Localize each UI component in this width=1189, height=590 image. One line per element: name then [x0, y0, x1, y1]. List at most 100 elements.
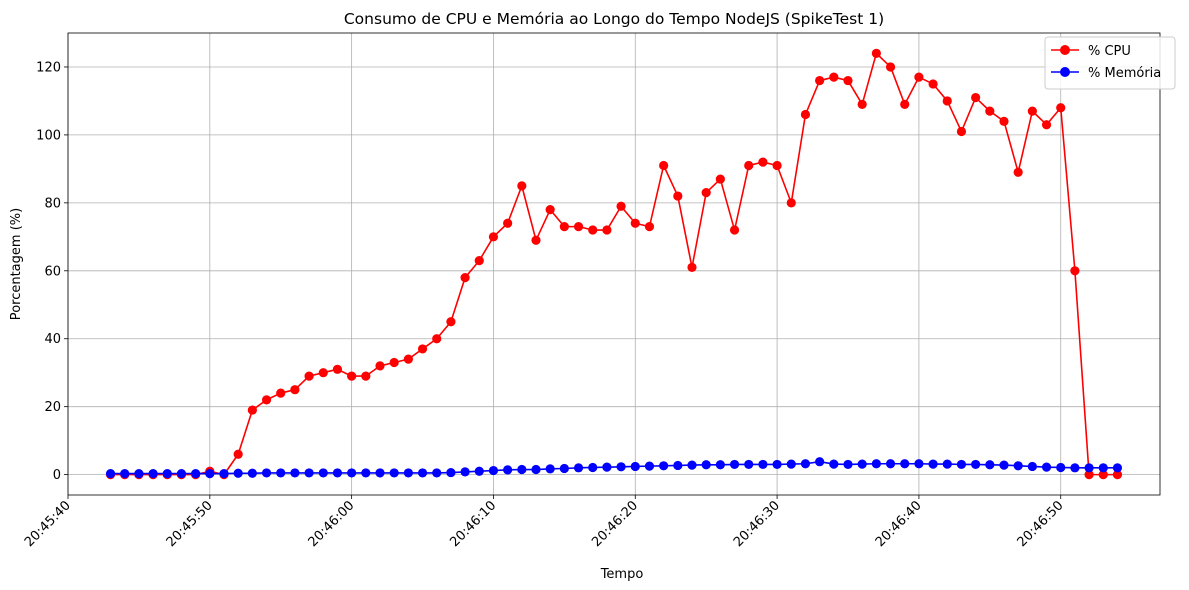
data-point-cpu — [715, 174, 725, 184]
data-point-memory — [1041, 462, 1052, 472]
data-point-memory — [971, 459, 981, 470]
data-point-memory — [942, 459, 952, 469]
data-point-cpu — [630, 218, 640, 228]
data-point-memory — [786, 459, 796, 469]
y-axis-label: Porcentagem (%) — [9, 208, 24, 320]
data-point-memory — [559, 463, 569, 474]
data-point-memory — [928, 459, 938, 469]
data-point-cpu — [361, 371, 371, 381]
data-point-memory — [630, 461, 640, 472]
data-point-memory — [1084, 463, 1094, 473]
data-point-memory — [1056, 462, 1066, 473]
series-memory — [105, 457, 1123, 479]
data-point-cpu — [1041, 120, 1052, 130]
data-point-memory — [815, 457, 825, 467]
data-point-memory — [474, 466, 484, 476]
data-point-cpu — [772, 160, 782, 171]
data-point-cpu — [403, 354, 413, 364]
data-point-memory — [247, 468, 257, 478]
legend: % CPU % Memória — [1044, 36, 1176, 90]
data-point-memory — [148, 469, 158, 479]
y-tick-label: 20 — [44, 400, 61, 415]
data-point-cpu — [531, 235, 541, 245]
y-tick-label: 60 — [44, 264, 61, 279]
data-point-memory — [460, 467, 470, 477]
data-point-memory — [1027, 461, 1037, 472]
data-point-memory — [233, 468, 243, 478]
data-point-cpu — [928, 79, 938, 89]
data-point-memory — [403, 468, 413, 478]
data-point-cpu — [318, 368, 328, 378]
data-point-memory — [744, 459, 754, 470]
data-point-cpu — [871, 48, 881, 58]
data-point-cpu — [744, 160, 754, 171]
data-point-memory — [701, 460, 711, 470]
data-point-cpu — [432, 334, 442, 344]
y-tick-label: 120 — [36, 60, 61, 75]
data-point-memory — [488, 465, 499, 476]
data-point-memory — [105, 469, 116, 479]
data-point-cpu — [800, 109, 811, 120]
data-point-cpu — [559, 222, 569, 232]
data-point-memory — [162, 469, 172, 479]
data-point-memory — [432, 468, 442, 478]
legend-memory-marker — [1060, 67, 1070, 77]
data-point-cpu — [389, 357, 399, 368]
data-point-memory — [985, 460, 995, 470]
data-point-cpu — [588, 225, 598, 235]
data-point-memory — [347, 468, 357, 478]
data-point-cpu — [729, 225, 740, 235]
data-point-memory — [417, 468, 428, 478]
data-point-memory — [205, 469, 215, 479]
data-point-cpu — [304, 371, 314, 381]
grid — [67, 33, 1160, 495]
data-point-cpu — [1027, 106, 1037, 116]
data-point-memory — [531, 464, 541, 475]
data-point-memory — [1013, 461, 1023, 471]
data-point-memory — [659, 461, 669, 471]
data-point-memory — [602, 462, 612, 472]
data-point-memory — [120, 469, 130, 479]
data-point-memory — [375, 468, 385, 478]
data-point-memory — [956, 459, 967, 470]
data-point-cpu — [829, 72, 839, 82]
chart-title: Consumo de CPU e Memória ao Longo do Tem… — [344, 10, 884, 28]
data-point-cpu — [602, 225, 612, 235]
data-point-cpu — [659, 160, 669, 171]
data-point-cpu — [1013, 167, 1023, 177]
data-point-cpu — [517, 181, 527, 191]
data-point-memory — [673, 460, 683, 471]
data-point-cpu — [1084, 470, 1094, 480]
data-point-memory — [758, 459, 768, 470]
legend-memory-label: % Memória — [1088, 66, 1161, 81]
data-point-memory — [914, 459, 924, 469]
data-point-cpu — [460, 272, 470, 283]
data-point-memory — [772, 459, 782, 470]
data-point-memory — [304, 468, 314, 478]
data-point-cpu — [1098, 470, 1108, 480]
data-point-cpu — [446, 317, 456, 327]
data-point-memory — [1098, 463, 1108, 473]
data-point-cpu — [276, 388, 286, 398]
data-point-memory — [389, 468, 399, 478]
data-point-cpu — [503, 218, 513, 228]
data-point-cpu — [758, 157, 768, 167]
data-point-cpu — [573, 222, 584, 232]
y-tick-label: 80 — [44, 196, 61, 211]
data-point-cpu — [956, 126, 967, 137]
y-tick-label: 0 — [53, 468, 61, 483]
data-point-cpu — [999, 116, 1009, 126]
data-point-cpu — [474, 256, 484, 266]
data-point-memory — [1070, 463, 1080, 473]
data-point-cpu — [673, 191, 683, 201]
data-point-cpu — [687, 262, 697, 272]
data-point-memory — [361, 468, 371, 478]
data-point-memory — [1112, 463, 1123, 473]
data-point-cpu — [843, 75, 853, 86]
data-point-memory — [503, 465, 513, 475]
data-point-memory — [588, 462, 598, 473]
data-point-cpu — [1070, 266, 1080, 276]
y-tick-label: 40 — [44, 332, 61, 347]
data-point-memory — [999, 460, 1009, 470]
